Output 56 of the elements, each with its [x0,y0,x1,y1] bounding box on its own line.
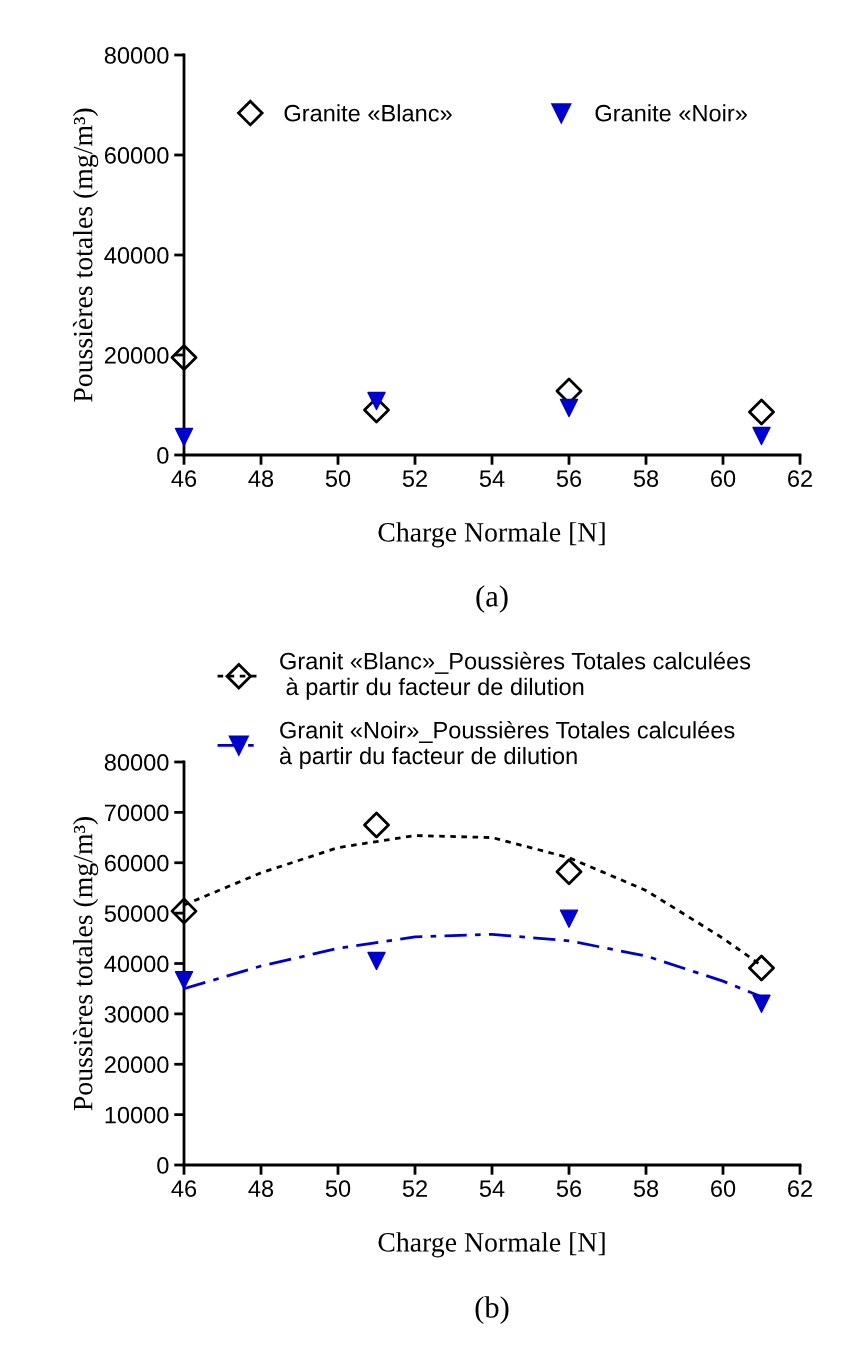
legend-label: Granit «Blanc»_Poussières Totales calculées à partir du facteur de dilution [280,651,751,700]
x-tick-label: 60 [711,1180,736,1197]
point [170,897,198,925]
x-tick-label: 48 [248,1180,274,1197]
point [367,391,386,411]
x-tick-label: 46 [171,1180,197,1197]
x-tick-label: 54 [479,470,505,487]
x-tick-label: 62 [788,470,812,487]
y-tick-label: 0 [157,1157,169,1174]
y-tick-label: 80000 [104,754,169,771]
x-tick-label: 50 [325,470,351,487]
x-tick-label: 58 [633,1180,659,1197]
x-tick-label: 60 [711,470,736,487]
y-tick-label: 30000 [104,1005,169,1023]
point [748,398,775,426]
point [170,344,198,371]
x-tick-label: 52 [402,1180,427,1197]
x-tick-label: 62 [788,1180,812,1197]
x-tick-label: 56 [556,1180,582,1197]
x-tick-label: 48 [248,470,274,487]
text: (b) [475,1296,509,1324]
point [559,909,579,928]
point [752,426,771,446]
point [559,398,579,418]
y-tick-label: 0 [157,447,169,464]
legend-label: Granite «Noir» [595,104,747,122]
point [555,858,583,886]
x-tick-label: 46 [171,470,197,487]
point [367,951,386,971]
y-axis-title: Poussières totales (mg/m³) [72,817,99,1111]
y-tick-label: 20000 [104,347,169,364]
point [363,811,390,839]
x-axis-title: Charge Normale [N] [378,1232,605,1258]
y-tick-label: 60000 [104,854,169,872]
point [748,954,775,982]
y-tick-label: 50000 [104,905,169,922]
point [174,427,194,447]
y-tick-label: 20000 [104,1056,169,1074]
y-tick-label: 80000 [104,47,169,64]
y-tick-label: 10000 [105,1106,169,1124]
point [174,970,194,990]
x-tick-label: 58 [633,470,659,487]
x-tick-label: 56 [556,470,582,487]
x-tick-label: 54 [479,1180,505,1197]
text: (a) [476,585,508,613]
legend-label: Granite «Blanc» [284,104,452,122]
y-tick-label: 40000 [104,247,169,264]
x-tick-label: 50 [325,1180,351,1197]
y-tick-label: 60000 [104,147,169,164]
y-tick-label: 40000 [104,955,169,973]
y-axis-title: Poussières totales (mg/m³) [72,108,99,402]
legend-label: Granit «Noir»_Poussières Totales calculées à partir du facteur de dilution [279,720,735,769]
point [752,994,771,1014]
x-tick-label: 52 [402,470,427,487]
y-tick-label: 70000 [104,804,169,822]
x-axis-title: Charge Normale [N] [378,522,605,548]
